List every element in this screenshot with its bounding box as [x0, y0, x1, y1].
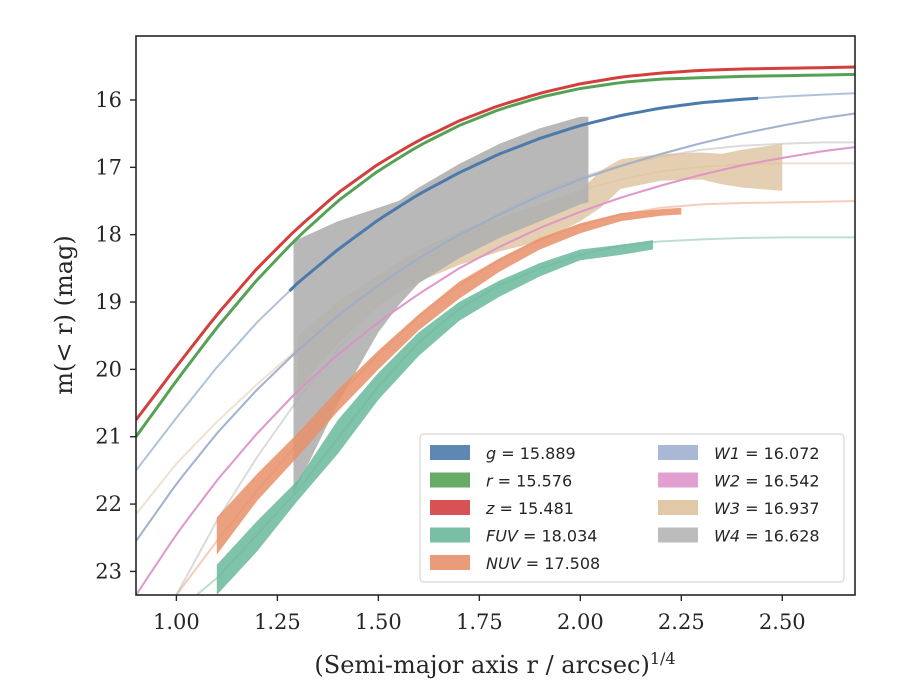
x-tick-label: 1.75: [456, 610, 503, 634]
y-tick-label: 23: [95, 559, 122, 583]
x-tick-label: 1.25: [254, 610, 301, 634]
band-w4: [293, 116, 589, 495]
y-tick-label: 22: [95, 492, 122, 516]
legend-swatch-z: [430, 500, 470, 515]
x-tick-label: 2.50: [759, 610, 806, 634]
legend-swatch-nuv: [430, 555, 470, 570]
data-line-r: [136, 72, 855, 438]
x-tick-label: 2.00: [557, 610, 604, 634]
legend-swatch-w4: [658, 527, 698, 543]
x-axis: 1.00 1.25 1.50 1.75 2.00 2.25 2.50: [153, 595, 806, 634]
y-axis: 16 17 18 19 20 21 22 23: [95, 88, 136, 583]
legend-label-nuv: NUV = 17.508: [486, 554, 600, 573]
y-tick-label: 17: [95, 155, 122, 179]
legend-swatch-fuv: [430, 527, 470, 543]
legend-label-g: g = 15.889: [486, 444, 576, 463]
legend-label-w3: W3 = 16.937: [714, 499, 820, 518]
x-tick-label: 2.25: [658, 610, 705, 634]
y-tick-label: 21: [95, 425, 122, 449]
legend-swatch-w2: [658, 472, 698, 488]
data-line-w2: [136, 146, 855, 595]
data-line-z: [136, 65, 855, 421]
x-tick-label: 1.00: [153, 610, 200, 634]
legend: g = 15.889 r = 15.576 z = 15.481 FUV = 18.0…: [419, 433, 845, 583]
plot-area: [136, 65, 855, 595]
legend-label-r: r = 15.576: [486, 472, 572, 491]
legend-label-z: z = 15.481: [485, 499, 574, 518]
legend-label-w2: W2 = 16.542: [714, 472, 820, 491]
legend-box: [419, 433, 845, 583]
legend-swatch-w3: [658, 500, 698, 515]
legend-label-w1: W1 = 16.072: [714, 444, 820, 463]
data-line-g: [288, 96, 759, 293]
legend-swatch-r: [430, 472, 470, 488]
x-tick-label: 1.50: [355, 610, 402, 634]
data-line-w1: [136, 112, 855, 542]
y-tick-label: 16: [95, 88, 122, 112]
legend-swatch-g: [430, 445, 470, 460]
x-axis-title: (Semi-major axis r / arcsec)1/4: [314, 649, 675, 680]
y-axis-title: m(< r) (mag): [50, 235, 78, 394]
legend-label-w4: W4 = 16.628: [714, 527, 820, 546]
y-tick-label: 18: [95, 223, 122, 247]
y-tick-label: 19: [95, 290, 122, 314]
plot-frame: [135, 35, 856, 596]
y-tick-label: 20: [95, 357, 122, 381]
legend-label-fuv: FUV = 18.034: [486, 527, 597, 546]
legend-swatch-w1: [658, 445, 698, 460]
